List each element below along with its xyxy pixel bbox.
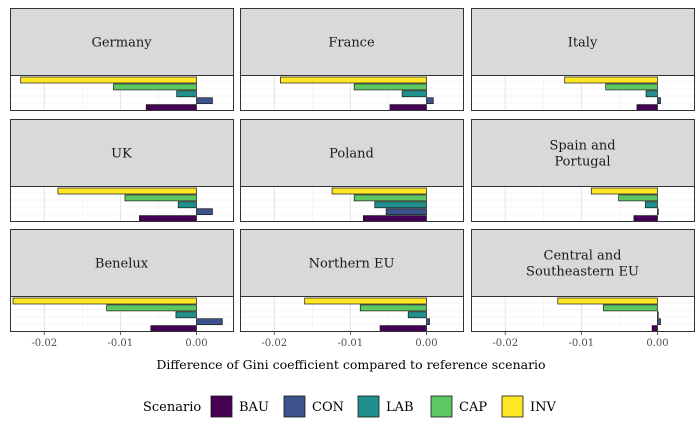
bar-lab bbox=[177, 201, 197, 209]
facet-title: Northern EU bbox=[309, 257, 395, 272]
legend-key-inv bbox=[501, 395, 524, 418]
panel-border bbox=[10, 296, 234, 332]
facet-strip bbox=[10, 229, 234, 297]
facet-title: Italy bbox=[568, 36, 598, 51]
bar-con bbox=[196, 318, 223, 326]
panel-border bbox=[240, 296, 464, 332]
facet-title: Germany bbox=[91, 36, 152, 51]
facet-title: Portugal bbox=[554, 155, 610, 170]
facet-title: Southeastern EU bbox=[526, 265, 639, 280]
bar-con bbox=[657, 208, 659, 216]
facet-title: UK bbox=[111, 147, 132, 162]
facet-title: Benelux bbox=[95, 257, 149, 272]
x-tick-label: 0.00 bbox=[646, 338, 668, 349]
facet-title: France bbox=[328, 36, 375, 51]
bar-con bbox=[657, 97, 661, 105]
panel-border bbox=[471, 186, 695, 222]
facet-strip bbox=[471, 8, 695, 76]
bar-lab bbox=[176, 90, 197, 98]
panel-border bbox=[240, 75, 464, 111]
bar-lab bbox=[657, 311, 659, 319]
bar-inv bbox=[590, 187, 658, 195]
facet-title: Spain and bbox=[549, 139, 615, 154]
panel-border bbox=[10, 186, 234, 222]
legend-label-inv: INV bbox=[530, 400, 557, 415]
legend-label-lab: LAB bbox=[386, 400, 414, 415]
bar-inv bbox=[557, 297, 658, 305]
bar-cap bbox=[353, 83, 427, 91]
bar-lab bbox=[644, 201, 658, 209]
bar-inv bbox=[304, 297, 427, 305]
facet-strip bbox=[10, 8, 234, 76]
bar-con bbox=[196, 97, 213, 105]
legend-key-lab bbox=[357, 395, 380, 418]
panel-border bbox=[10, 75, 234, 111]
facet-strip bbox=[10, 119, 234, 187]
bar-inv bbox=[20, 76, 197, 84]
bar-bau bbox=[379, 325, 427, 332]
x-tick-label: -0.01 bbox=[569, 338, 595, 349]
facet-strip bbox=[240, 229, 464, 297]
bar-inv bbox=[331, 187, 427, 195]
bar-cap bbox=[618, 194, 658, 202]
bar-lab bbox=[645, 90, 658, 98]
bar-bau bbox=[389, 104, 427, 111]
bar-lab bbox=[175, 311, 197, 319]
x-tick-label: 0.00 bbox=[415, 338, 437, 349]
legend-key-bau bbox=[210, 395, 233, 418]
panel-border bbox=[240, 186, 464, 222]
x-tick-label: -0.02 bbox=[31, 338, 57, 349]
facet-strip bbox=[240, 119, 464, 187]
bar-con bbox=[385, 208, 427, 216]
bar-inv bbox=[57, 187, 197, 195]
bar-cap bbox=[106, 304, 197, 312]
legend-label-bau: BAU bbox=[239, 400, 269, 415]
x-tick-label: -0.01 bbox=[338, 338, 364, 349]
facet-strip bbox=[471, 229, 695, 297]
bar-cap bbox=[124, 194, 197, 202]
bar-con bbox=[426, 318, 430, 326]
bar-inv bbox=[564, 76, 658, 84]
bar-inv bbox=[279, 76, 427, 84]
bar-con bbox=[196, 208, 213, 216]
facet-title: Poland bbox=[329, 147, 374, 162]
panel-border bbox=[471, 75, 695, 111]
bar-lab bbox=[374, 201, 427, 209]
x-tick-label: 0.00 bbox=[185, 338, 207, 349]
bar-bau bbox=[633, 215, 658, 222]
bar-bau bbox=[139, 215, 197, 222]
legend-label-con: CON bbox=[312, 400, 344, 415]
bar-cap bbox=[113, 83, 197, 91]
bar-bau bbox=[651, 325, 658, 332]
x-tick-label: -0.02 bbox=[492, 338, 518, 349]
x-tick-label: -0.02 bbox=[261, 338, 287, 349]
bar-bau bbox=[145, 104, 197, 111]
facet-title: Central and bbox=[544, 249, 622, 264]
bar-cap bbox=[359, 304, 427, 312]
bar-lab bbox=[407, 311, 427, 319]
legend-title: Scenario bbox=[143, 400, 201, 415]
bar-cap bbox=[605, 83, 658, 91]
bar-con bbox=[426, 97, 434, 105]
legend-key-cap bbox=[430, 395, 453, 418]
bar-bau bbox=[636, 104, 658, 111]
bar-inv bbox=[12, 297, 197, 305]
legend-label-cap: CAP bbox=[459, 400, 487, 415]
bar-bau bbox=[150, 325, 197, 332]
bar-con bbox=[657, 318, 661, 326]
facet-strip bbox=[471, 119, 695, 187]
x-tick-label: -0.01 bbox=[108, 338, 134, 349]
bar-bau bbox=[362, 215, 427, 222]
panel-border bbox=[471, 296, 695, 332]
bar-cap bbox=[353, 194, 427, 202]
x-axis-title: Difference of Gini coefficient compared … bbox=[156, 357, 545, 372]
legend-key-con bbox=[283, 395, 306, 418]
bar-lab bbox=[401, 90, 427, 98]
bar-cap bbox=[603, 304, 658, 312]
